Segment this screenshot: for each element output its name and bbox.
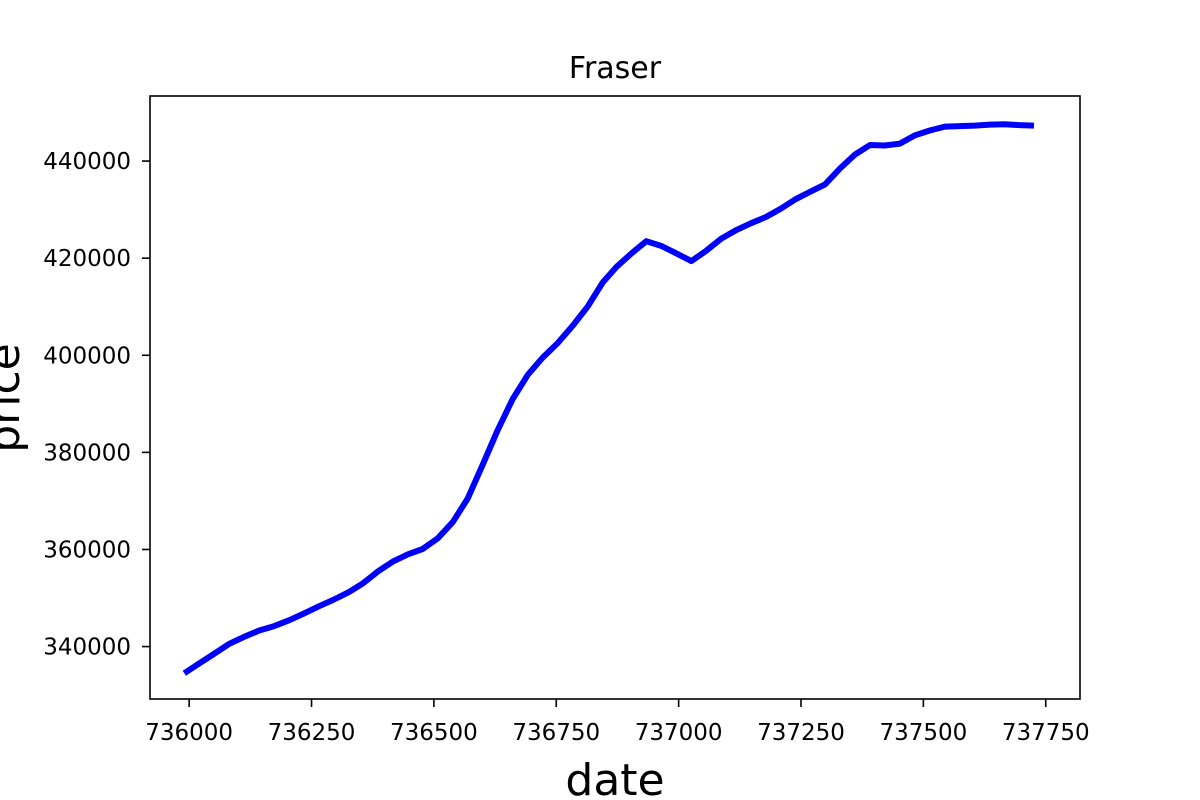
series-line-0 (182, 121, 1035, 676)
x-axis-ticks: 736000 736250 736500 736750 737000 737250 7375… (145, 699, 1090, 746)
y-tick-label: 400000 (43, 343, 131, 369)
plot-layer (182, 121, 1035, 676)
plot-frame (149, 95, 1081, 700)
y-tick-label: 360000 (43, 537, 131, 563)
x-tick-label: 736500 (390, 720, 478, 746)
x-axis-label: date (565, 755, 664, 800)
y-tick-label: 420000 (43, 246, 131, 272)
x-tick-label: 737250 (757, 720, 845, 746)
y-axis-label: price (0, 343, 30, 453)
x-tick-label: 737500 (879, 720, 967, 746)
y-tick-label: 380000 (43, 440, 131, 466)
y-tick-label: 440000 (43, 149, 131, 175)
y-axis-ticks: 340000 360000 380000 400000 420000 440000 (43, 149, 150, 661)
x-tick-label: 736000 (145, 720, 233, 746)
x-tick-label: 736750 (512, 720, 600, 746)
x-tick-label: 737750 (1002, 720, 1090, 746)
y-tick-label: 340000 (43, 635, 131, 661)
x-tick-label: 737000 (635, 720, 723, 746)
x-tick-label: 736250 (268, 720, 356, 746)
chart-title: Fraser (569, 51, 662, 86)
